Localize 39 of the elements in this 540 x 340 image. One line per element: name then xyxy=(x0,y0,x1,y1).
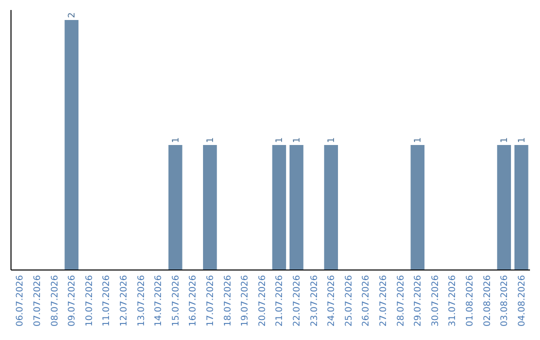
data-label: 1 xyxy=(292,137,302,143)
x-tick-label: 18.07.2026 xyxy=(223,274,234,327)
x-tick-label: 31.07.2026 xyxy=(448,274,458,327)
data-label: 2 xyxy=(68,12,78,18)
x-tick-label: 26.07.2026 xyxy=(362,274,372,327)
x-tick-label: 02.08.2026 xyxy=(482,274,493,327)
x-tick-label: 24.07.2026 xyxy=(327,274,338,327)
x-tick-label: 08.07.2026 xyxy=(50,274,60,327)
data-label: 1 xyxy=(206,137,216,143)
x-tick-label: 23.07.2026 xyxy=(310,274,320,327)
data-label: 1 xyxy=(171,137,182,143)
x-tick-label: 19.07.2026 xyxy=(240,274,251,327)
x-tick-label: 27.07.2026 xyxy=(378,274,389,327)
x-tick-label: 13.07.2026 xyxy=(136,274,147,327)
x-tick-label: 25.07.2026 xyxy=(344,274,354,327)
data-label: 1 xyxy=(327,137,338,143)
x-tick-label: 14.07.2026 xyxy=(154,274,164,327)
x-tick-label: 01.08.2026 xyxy=(465,274,476,327)
x-tick-label: 20.07.2026 xyxy=(258,274,268,327)
x-tick-label: 07.07.2026 xyxy=(32,274,43,327)
x-tick-label: 11.07.2026 xyxy=(102,274,112,327)
x-tick-label: 16.07.2026 xyxy=(188,274,199,327)
x-tick-label: 10.07.2026 xyxy=(84,274,95,327)
x-tick-label: 12.07.2026 xyxy=(119,274,130,327)
data-label: 1 xyxy=(517,137,528,143)
data-label: 1 xyxy=(275,137,286,143)
x-tick-label: 15.07.2026 xyxy=(171,274,182,327)
x-tick-label: 17.07.2026 xyxy=(206,274,216,327)
data-label: 1 xyxy=(500,137,510,143)
x-tick-label: 09.07.2026 xyxy=(68,274,78,327)
x-tick-label: 03.08.2026 xyxy=(500,274,510,327)
x-tick-label: 28.07.2026 xyxy=(396,274,406,327)
x-tick-label: 30.07.2026 xyxy=(430,274,441,327)
x-tick-label: 04.08.2026 xyxy=(517,274,528,327)
x-tick-label: 21.07.2026 xyxy=(275,274,286,327)
x-tick-label: 22.07.2026 xyxy=(292,274,302,327)
x-tick-label: 29.07.2026 xyxy=(414,274,424,327)
x-tick-label: 06.07.2026 xyxy=(16,274,26,327)
data-label: 1 xyxy=(414,137,424,143)
